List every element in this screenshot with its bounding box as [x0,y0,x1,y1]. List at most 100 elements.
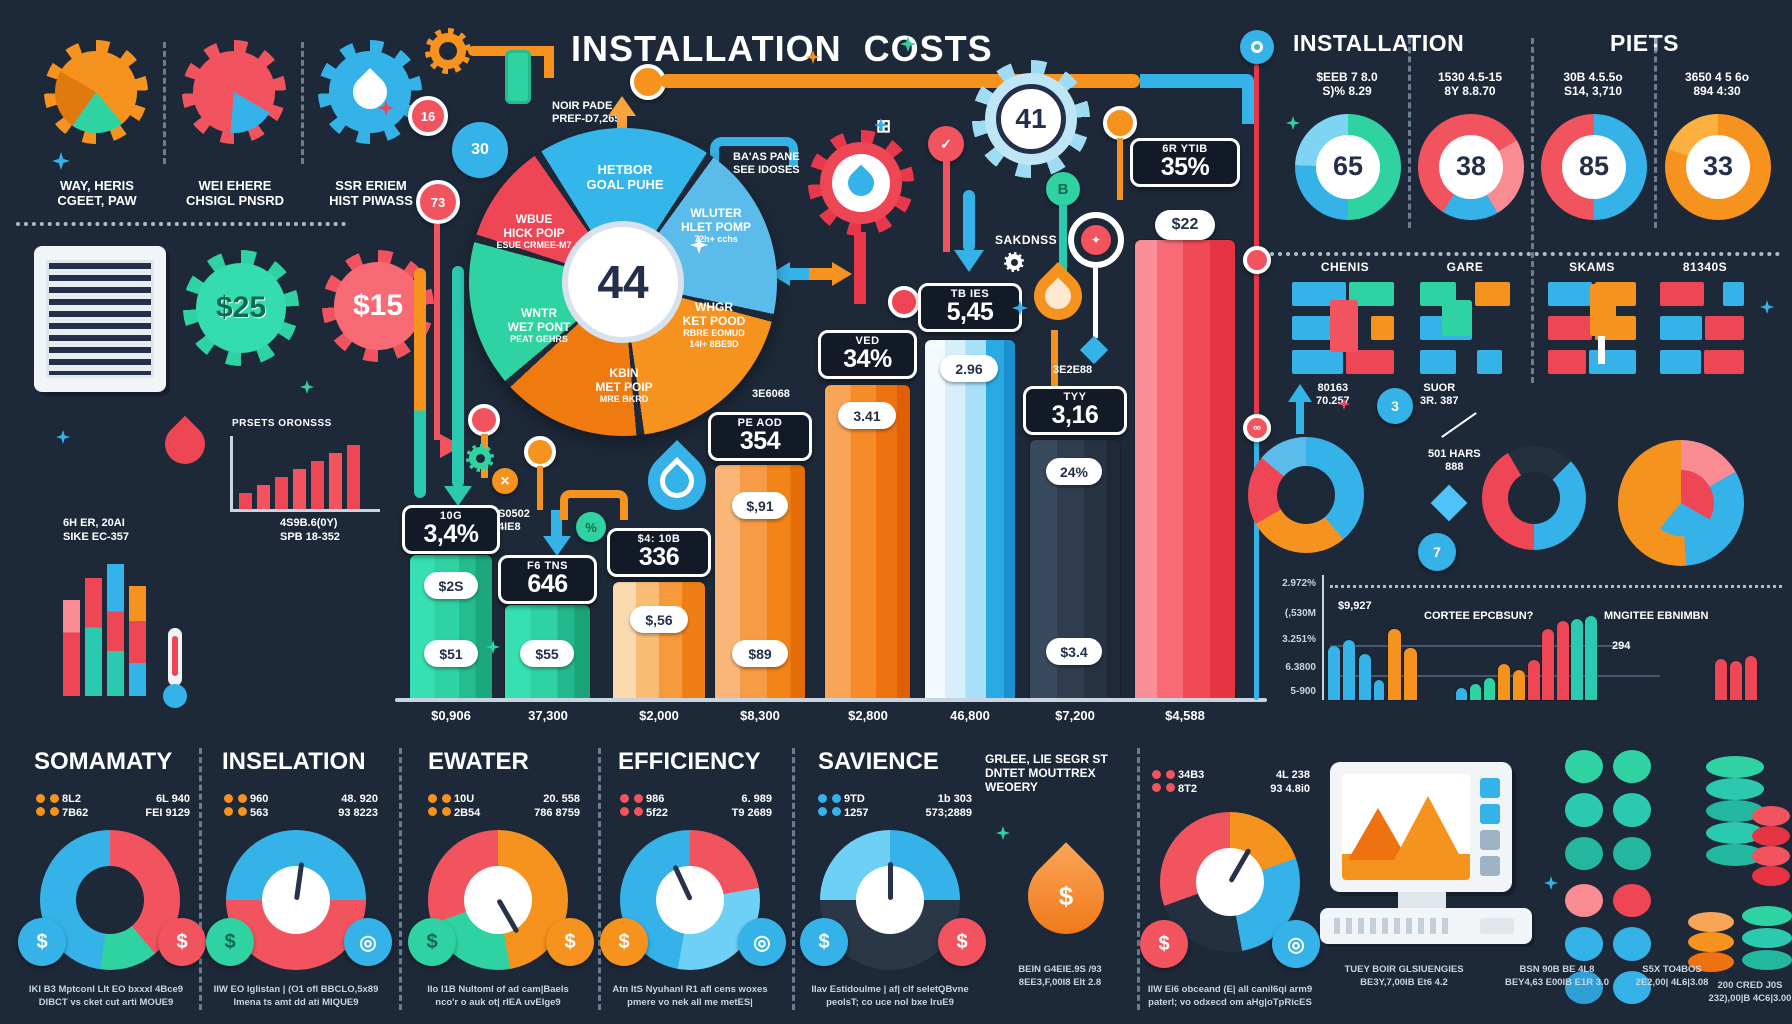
dollar-badge: $ [18,918,66,966]
stat-block: SUOR 3R. 387 [1420,382,1459,407]
red-lollipop-icon: ✓ [928,126,964,162]
mini-bar-chart [230,436,380,512]
gridline [1330,675,1660,677]
blue-node-icon [1240,30,1274,64]
price-gear-face: $25 [195,262,287,354]
mini-bar [1745,656,1757,700]
card-footer: Atn ItS Nyuhanl R1 afl cens woxes pmere v… [612,984,768,1008]
up-arrow-blue-icon [1288,384,1312,402]
red-gear-icon [808,130,914,236]
y-axis-label: 5-900 [1290,686,1316,697]
stat-dots [36,794,60,816]
kpi-stats: 3650 4 5 6o 894 4:30 [1684,70,1750,99]
mini-bar [1484,678,1495,700]
up-arrow-stem [617,114,627,140]
stat-pair: 986 5f22 [646,793,669,820]
pie-gear-face [193,51,275,133]
stat-footer: S5X TO4BOS 2E2,00| 4L6|3.08 [1635,964,1709,988]
bar-header: TYY 3,16 [1023,386,1127,435]
mini-bar [1374,680,1384,700]
flame-icon [1024,262,1092,330]
sparkle-icon [52,152,70,170]
kpi-stats: 30B 4.5.5o S14, 3,710 [1563,70,1623,99]
outline-gear-icon [425,28,471,74]
column-header: CHENIS [1320,260,1370,274]
cost-badge: 73 [416,180,460,224]
annotation: BA'AS PANE SEE IDOSES [733,151,800,176]
sparkle-icon [1760,300,1774,314]
annotation: $9,927 [1338,600,1372,612]
grid-icon: ⊞ [876,116,891,137]
stem [1117,138,1123,200]
card-gauge [226,830,366,970]
chart-bar [825,385,910,700]
dot-grid-redblue [1565,884,1657,1004]
bar-value-pill: $55 [520,640,574,667]
red-coin-icon [888,286,920,318]
badge-glyph: 7 [1433,544,1441,560]
mini-bar [1328,646,1340,700]
card-footer: IIW EO Iglistan | (O1 ofl BBCLO,5x89 Imen… [213,984,379,1008]
stat-pair: 8L2 7B62 [62,793,89,820]
stat-block: 501 HARS 888 [1428,448,1481,473]
price-label: $15 [352,289,404,323]
dollar-badge: $ [408,918,456,966]
stacked-bar [1660,350,1744,374]
percent-badge-icon: % [576,512,606,542]
up-arrow-icon [608,96,636,116]
red-lollipop-icon [468,404,500,436]
orange-bracket-pipe [560,490,628,520]
target-stem [1093,268,1098,338]
note-footer: BEIN G4EIE.9S /93 8EE3,F,00I8 EIt 2.8 [1018,964,1102,988]
dollar-badge: $ [938,918,986,966]
kpi-donut: 65 [1295,114,1401,220]
stat-pair: 10U 2B54 [454,793,481,820]
mini-bar [1513,670,1525,700]
dollar-badge: $ [158,918,206,966]
annotation: NOIR PADE PREF-D7,265 [552,100,621,125]
stat-pair: 1b 303 573;2889 [925,793,973,820]
mini-bar [1470,684,1481,700]
dollar-badge: $ [1140,920,1188,968]
divider [598,748,601,1010]
heat-drop-icon [156,415,214,473]
card-title: EFFICIENCY [618,748,761,775]
sparkle-icon [56,430,70,444]
stat-pair: 34B3 8T2 [1178,769,1205,796]
mini-bar [1528,660,1540,700]
stat-dots [1152,770,1176,792]
card-footer: IIav Estidoulme | af| clf seletQBvne peol… [811,984,969,1008]
target-icon: ✦ [1068,212,1124,268]
top-gridline [1330,585,1782,588]
stat-dots [224,794,248,816]
blue-bracket-pipe [710,137,798,167]
x-axis-label: $2,800 [848,708,888,723]
x-axis-label: $8,300 [740,708,780,723]
stat-footer: BSN 90B BE 4L8 BEY4,63 E00IB E1R 3.0 [1504,964,1610,988]
bar-value-pill: $,56 [630,606,688,633]
mid-donut [1248,437,1364,553]
bar-header: TB IES 5,45 [918,283,1022,332]
bar-header: 10G 3,4% [402,505,500,554]
stat-block: 4S9B.6(0Y) SPB 18-352 [280,517,340,544]
stat-footer: 200 CRED J0S 232),00|B 4C6|3.00 [1708,980,1792,1004]
y-axis-label: 3.251% [1282,634,1316,645]
badge-glyph: 3 [1391,398,1399,414]
accent-stub [1598,336,1605,364]
stat-pair: 6. 989 T9 2689 [731,793,772,820]
stem [537,466,543,510]
divider [1654,38,1657,228]
bar-header: $4: 10B 336 [607,528,711,577]
bar-value-pill: $2S [424,572,478,599]
kpi-donut: 85 [1541,114,1647,220]
blue-diamond-icon [1079,335,1109,365]
divider [163,42,166,164]
kpi-donut: 33 [1665,114,1771,220]
divider [301,42,304,164]
title-word: COSTS [863,28,993,69]
stacked-bar [1660,316,1744,340]
pie-gear-icon [182,40,286,144]
coin-stack-orange [1688,908,1734,974]
dollar-badge: $ [600,918,648,966]
badge-glyph: % [585,519,597,535]
